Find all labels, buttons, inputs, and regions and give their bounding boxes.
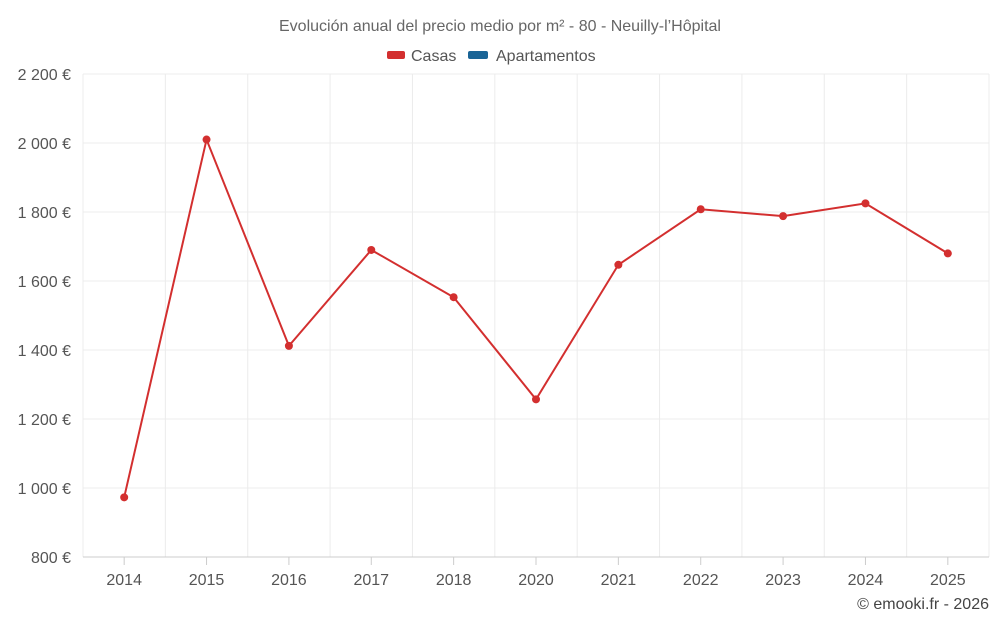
y-tick-label: 1 000 € [18, 481, 71, 498]
x-tick-label: 2024 [848, 572, 884, 589]
y-tick-label: 1 200 € [18, 412, 71, 429]
x-tick-label: 2022 [683, 572, 719, 589]
y-tick-label: 2 000 € [18, 136, 71, 153]
data-point-casas-2024[interactable] [861, 199, 870, 208]
x-tick-label: 2020 [518, 572, 554, 589]
data-point-casas-2023[interactable] [779, 212, 788, 221]
data-point-casas-2017[interactable] [367, 245, 376, 254]
series-layer [120, 135, 952, 502]
legend-swatch-apartamentos [468, 51, 488, 59]
x-tick-label: 2016 [271, 572, 307, 589]
x-tick-label: 2017 [353, 572, 389, 589]
x-tick-label: 2025 [930, 572, 966, 589]
legend: Casas Apartamentos [387, 48, 596, 65]
y-tick-label: 1 800 € [18, 205, 71, 222]
grid [82, 73, 990, 557]
data-point-casas-2021[interactable] [614, 260, 623, 269]
legend-label-apartamentos: Apartamentos [496, 48, 596, 65]
x-tick-label: 2015 [189, 572, 225, 589]
legend-item-casas[interactable]: Casas [387, 48, 456, 65]
data-point-casas-2018[interactable] [449, 293, 458, 302]
data-point-casas-2022[interactable] [696, 205, 705, 214]
data-point-casas-2014[interactable] [120, 493, 129, 502]
x-tick-label: 2018 [436, 572, 472, 589]
data-point-casas-2025[interactable] [943, 249, 952, 258]
credit: © emooki.fr - 2026 [857, 596, 989, 613]
y-tick-label: 2 200 € [18, 67, 71, 84]
x-tick-label: 2023 [765, 572, 801, 589]
data-point-casas-2016[interactable] [284, 341, 293, 350]
x-tick-label: 2021 [601, 572, 637, 589]
x-tick-label: 2014 [106, 572, 142, 589]
y-tick-label: 1 400 € [18, 343, 71, 360]
chart-title: Evolución anual del precio medio por m² … [279, 18, 721, 35]
x-axis: 2014 2015 2016 2017 2018 2020 2021 2022 2023 2024… [83, 556, 989, 589]
y-tick-label: 800 € [31, 550, 71, 567]
data-point-casas-2020[interactable] [532, 395, 540, 404]
legend-label-casas: Casas [411, 48, 456, 65]
legend-item-apartamentos[interactable]: Apartamentos [468, 48, 596, 65]
data-point-casas-2015[interactable] [202, 135, 211, 144]
legend-swatch-casas [387, 51, 405, 59]
y-tick-label: 1 600 € [18, 274, 71, 291]
y-axis: 800 € 1 000 € 1 200 € 1 400 € 1 600 € 1 800 €… [18, 67, 71, 567]
